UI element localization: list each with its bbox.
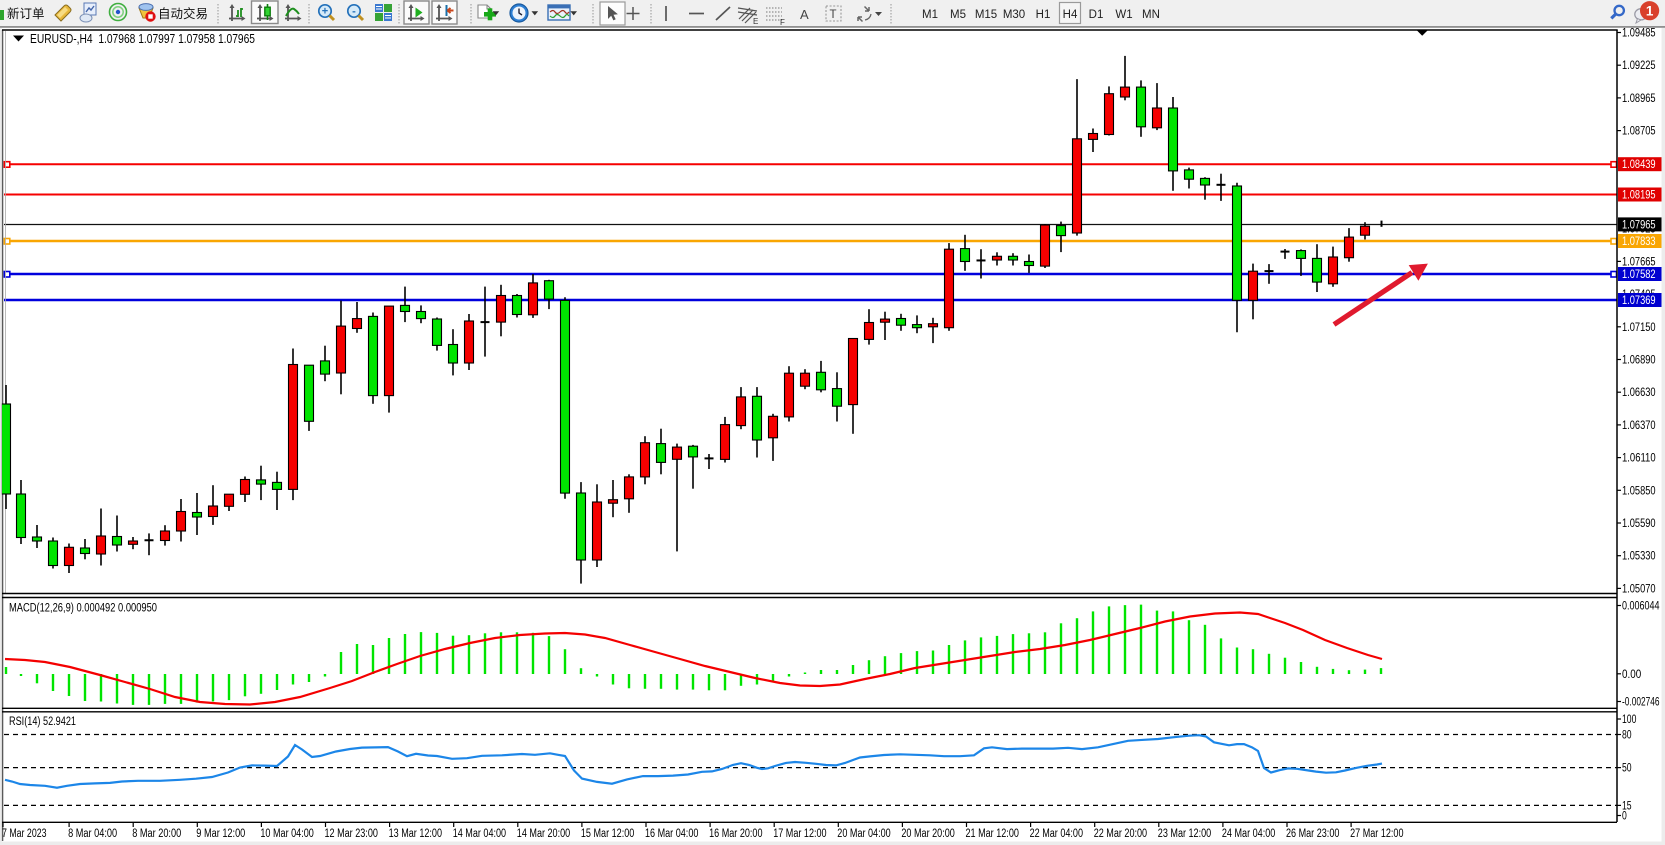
- svg-text:1.07369: 1.07369: [1622, 295, 1656, 307]
- svg-text:F: F: [780, 18, 785, 27]
- svg-text:14 Mar 20:00: 14 Mar 20:00: [517, 828, 570, 840]
- svg-text:1.08439: 1.08439: [1622, 159, 1656, 171]
- svg-text:M15: M15: [975, 9, 997, 21]
- svg-text:1.07925: 1.07925: [1622, 224, 1656, 236]
- svg-text:EURUSD-,H4 1.07968 1.07997 1.: EURUSD-,H4 1.07968 1.07997 1.07958 1.079…: [30, 32, 255, 46]
- svg-text:1.05850: 1.05850: [1622, 485, 1656, 497]
- svg-text:9 Mar 12:00: 9 Mar 12:00: [196, 828, 245, 840]
- svg-text:1.06370: 1.06370: [1622, 420, 1656, 432]
- svg-text:M30: M30: [1003, 9, 1025, 21]
- svg-text:1.07405: 1.07405: [1622, 289, 1656, 301]
- svg-text:1.09225: 1.09225: [1622, 60, 1656, 72]
- svg-text:15: 15: [1622, 800, 1632, 812]
- svg-text:自动交易: 自动交易: [158, 6, 208, 21]
- svg-text:16 Mar 20:00: 16 Mar 20:00: [709, 828, 762, 840]
- svg-text:0: 0: [1622, 811, 1627, 823]
- svg-text:1.06110: 1.06110: [1622, 453, 1656, 465]
- svg-text:12 Mar 23:00: 12 Mar 23:00: [325, 828, 378, 840]
- svg-text:8 Mar 04:00: 8 Mar 04:00: [68, 828, 117, 840]
- svg-text:22 Mar 20:00: 22 Mar 20:00: [1094, 828, 1147, 840]
- svg-text:-: -: [352, 6, 356, 18]
- svg-text:1.05070: 1.05070: [1622, 583, 1656, 595]
- svg-text:1.06890: 1.06890: [1622, 355, 1656, 367]
- svg-text:1.08965: 1.08965: [1622, 93, 1656, 105]
- svg-text:22 Mar 04:00: 22 Mar 04:00: [1030, 828, 1083, 840]
- svg-text:1.07582: 1.07582: [1622, 269, 1656, 281]
- svg-text:1.09485: 1.09485: [1622, 28, 1656, 40]
- svg-text:A: A: [800, 7, 809, 22]
- svg-text:1: 1: [1646, 3, 1654, 18]
- svg-text:E: E: [753, 17, 758, 26]
- svg-text:20 Mar 20:00: 20 Mar 20:00: [901, 828, 954, 840]
- svg-text:1.05590: 1.05590: [1622, 518, 1656, 530]
- svg-text:1.08705: 1.08705: [1622, 126, 1656, 138]
- svg-text:T: T: [830, 9, 837, 21]
- svg-text:20 Mar 04:00: 20 Mar 04:00: [837, 828, 890, 840]
- svg-text:MACD(12,26,9) 0.000492 0.00095: MACD(12,26,9) 0.000492 0.000950: [9, 603, 157, 615]
- svg-text:W1: W1: [1115, 9, 1132, 21]
- svg-text:16 Mar 04:00: 16 Mar 04:00: [645, 828, 698, 840]
- svg-text:RSI(14) 52.9421: RSI(14) 52.9421: [9, 716, 76, 728]
- svg-text:MN: MN: [1142, 9, 1160, 21]
- svg-text:7 Mar 2023: 7 Mar 2023: [2, 828, 47, 840]
- svg-text:1.07965: 1.07965: [1622, 219, 1656, 231]
- svg-text:15 Mar 12:00: 15 Mar 12:00: [581, 828, 634, 840]
- svg-text:D1: D1: [1089, 9, 1104, 21]
- svg-text:+: +: [322, 6, 328, 18]
- svg-text:1.06630: 1.06630: [1622, 387, 1656, 399]
- svg-text:1.05330: 1.05330: [1622, 551, 1656, 563]
- svg-text:27 Mar 12:00: 27 Mar 12:00: [1350, 828, 1403, 840]
- svg-text:1.07833: 1.07833: [1622, 236, 1656, 248]
- svg-text:1.08195: 1.08195: [1622, 190, 1656, 202]
- svg-text:14 Mar 04:00: 14 Mar 04:00: [453, 828, 506, 840]
- svg-text:50: 50: [1622, 763, 1632, 775]
- svg-text:17 Mar 12:00: 17 Mar 12:00: [773, 828, 826, 840]
- svg-text:H1: H1: [1036, 9, 1051, 21]
- svg-text:1.07150: 1.07150: [1622, 322, 1656, 334]
- svg-text:1.07665: 1.07665: [1622, 256, 1656, 268]
- svg-text:M1: M1: [922, 9, 938, 21]
- svg-text:21 Mar 12:00: 21 Mar 12:00: [966, 828, 1019, 840]
- svg-text:0.006044: 0.006044: [1622, 601, 1660, 613]
- svg-text:0.00: 0.00: [1622, 669, 1641, 681]
- svg-text:10 Mar 04:00: 10 Mar 04:00: [260, 828, 313, 840]
- svg-text:新订单: 新订单: [7, 6, 45, 21]
- svg-text:13 Mar 12:00: 13 Mar 12:00: [389, 828, 442, 840]
- svg-text:8 Mar 20:00: 8 Mar 20:00: [132, 828, 181, 840]
- svg-text:H4: H4: [1063, 9, 1078, 21]
- svg-text:-0.002746: -0.002746: [1622, 697, 1660, 709]
- svg-text:24 Mar 04:00: 24 Mar 04:00: [1222, 828, 1275, 840]
- svg-text:100: 100: [1622, 714, 1636, 726]
- svg-text:80: 80: [1622, 730, 1632, 742]
- svg-text:23 Mar 12:00: 23 Mar 12:00: [1158, 828, 1211, 840]
- svg-text:26 Mar 23:00: 26 Mar 23:00: [1286, 828, 1339, 840]
- svg-text:M5: M5: [950, 9, 966, 21]
